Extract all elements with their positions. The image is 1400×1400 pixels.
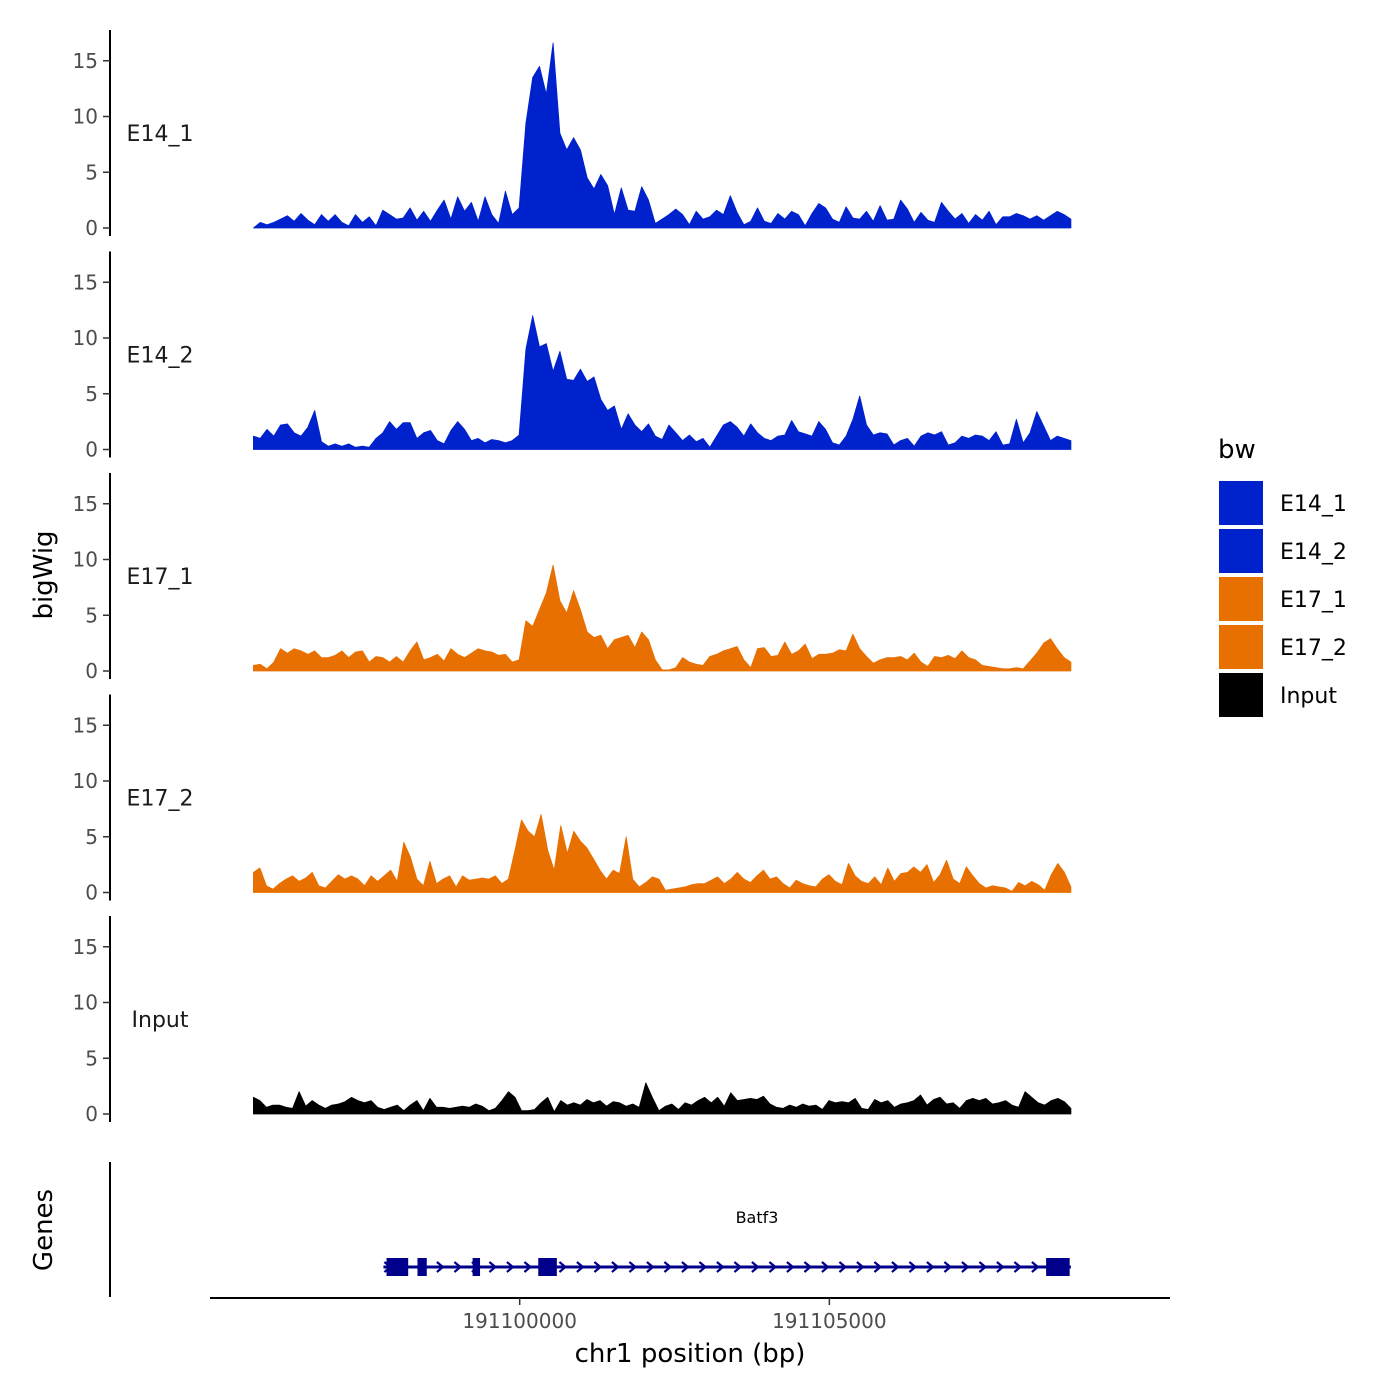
strand-arrow	[663, 1261, 673, 1273]
strand-arrow	[751, 1261, 760, 1273]
y-tick-label: 0	[85, 881, 98, 905]
signal-area-E14_2	[253, 315, 1072, 450]
strand-arrow	[908, 1261, 918, 1273]
panel-E17_2: 0 5 10 15 E17_2	[73, 694, 1072, 905]
strand-arrow	[803, 1261, 813, 1273]
strand-arrow	[873, 1261, 883, 1273]
strand-arrow	[523, 1261, 533, 1273]
strand-arrow	[698, 1261, 708, 1273]
legend-swatch-E17_2	[1217, 623, 1265, 671]
y-tick-label: 10	[73, 105, 98, 129]
gene-name-label: Batf3	[736, 1208, 779, 1227]
signal-area-E17_1	[253, 564, 1072, 672]
strand-arrow	[506, 1261, 515, 1273]
strand-arrow	[611, 1261, 620, 1273]
strand-arrow	[856, 1261, 865, 1273]
panel-Input: 0 5 10 15 Input	[73, 916, 1072, 1126]
gene-exon	[386, 1258, 409, 1276]
signal-area-E17_2	[253, 814, 1072, 893]
y-axis-title: bigWig	[29, 530, 59, 619]
y-tick-label: 10	[73, 991, 98, 1015]
signal-area-E14_1	[253, 42, 1072, 229]
strand-arrow	[786, 1261, 795, 1273]
y-tick-label: 5	[85, 160, 98, 184]
gene-model	[383, 1258, 1071, 1276]
y-tick-label: 10	[73, 548, 98, 572]
gene-exon	[472, 1258, 481, 1276]
panel-label: E14_2	[127, 344, 194, 369]
legend-items: E14_1 E14_2 E17_1 E17_2 Input	[1217, 479, 1347, 719]
strand-arrow	[576, 1261, 585, 1273]
strand-arrow	[733, 1261, 743, 1273]
genes-track-title: Genes	[29, 1189, 59, 1271]
genes-track: Genes Batf3	[29, 1162, 1071, 1297]
x-axis-title: chr1 position (bp)	[575, 1339, 806, 1369]
y-tick-label: 15	[73, 713, 98, 737]
strand-arrow	[978, 1261, 988, 1273]
x-tick-label: 191100000	[462, 1309, 577, 1333]
signal-area-Input	[253, 1082, 1072, 1115]
strand-arrow	[926, 1261, 935, 1273]
strand-arrow	[996, 1261, 1005, 1273]
y-tick-label: 0	[85, 659, 98, 683]
strand-arrow	[558, 1261, 568, 1273]
strand-arrow	[1031, 1261, 1040, 1273]
legend: bw E14_1 E14_2 E17_1 E17_2 Input	[1217, 435, 1347, 719]
y-tick-label: 0	[85, 438, 98, 462]
strand-arrow	[716, 1261, 725, 1273]
y-tick-label: 15	[73, 270, 98, 294]
legend-label: E14_2	[1280, 540, 1347, 565]
strand-arrow	[488, 1261, 498, 1273]
legend-label: E17_1	[1280, 588, 1347, 613]
strand-arrow	[436, 1261, 445, 1273]
y-tick-label: 5	[85, 825, 98, 849]
strand-arrow	[768, 1261, 778, 1273]
legend-label: Input	[1280, 684, 1337, 709]
panel-label: E14_1	[127, 122, 194, 147]
gene-exon	[1046, 1258, 1070, 1276]
legend-label: E17_2	[1280, 636, 1347, 661]
y-tick-label: 10	[73, 326, 98, 350]
legend-label: E14_1	[1280, 492, 1347, 517]
x-tick-label: 191105000	[772, 1309, 887, 1333]
y-tick-label: 10	[73, 769, 98, 793]
panel-E14_1: 0 5 10 15 E14_1	[73, 30, 1072, 240]
y-tick-label: 5	[85, 1046, 98, 1070]
strand-arrow	[593, 1261, 603, 1273]
y-tick-label: 0	[85, 1102, 98, 1126]
y-tick-label: 5	[85, 603, 98, 627]
panel-label: E17_1	[127, 565, 194, 590]
legend-title: bw	[1218, 435, 1256, 465]
strand-arrow	[453, 1261, 463, 1273]
strand-arrow	[681, 1261, 690, 1273]
strand-arrow	[961, 1261, 970, 1273]
x-axis: 191100000 191105000 chr1 position (bp)	[210, 1297, 1170, 1369]
strand-arrow	[943, 1261, 953, 1273]
panel-label: E17_2	[127, 787, 194, 812]
strand-arrow	[891, 1261, 900, 1273]
legend-swatch-E14_1	[1217, 479, 1265, 527]
gene-exon	[417, 1258, 427, 1276]
strand-arrow	[628, 1261, 638, 1273]
y-tick-label: 5	[85, 382, 98, 406]
strand-arrow	[821, 1261, 830, 1273]
signal-panels: 0 5 10 15 E14_1 0 5 10 15 E14_2 0 5 10 15 E17_1 0 5 10 15 E…	[73, 30, 1072, 1126]
x-ticks: 191100000 191105000	[462, 1298, 887, 1333]
y-tick-label: 15	[73, 492, 98, 516]
panel-E17_1: 0 5 10 15 E17_1	[73, 473, 1072, 683]
legend-swatch-E14_2	[1217, 527, 1265, 575]
panel-label: Input	[132, 1008, 189, 1033]
y-tick-label: 15	[73, 935, 98, 959]
y-tick-label: 15	[73, 49, 98, 73]
strand-arrow	[646, 1261, 655, 1273]
panel-E14_2: 0 5 10 15 E14_2	[73, 251, 1072, 462]
legend-swatch-E17_1	[1217, 575, 1265, 623]
strand-arrow	[1013, 1261, 1023, 1273]
legend-swatch-Input	[1217, 671, 1265, 719]
gene-exon	[538, 1258, 557, 1276]
strand-arrow	[838, 1261, 848, 1273]
y-tick-label: 0	[85, 216, 98, 240]
